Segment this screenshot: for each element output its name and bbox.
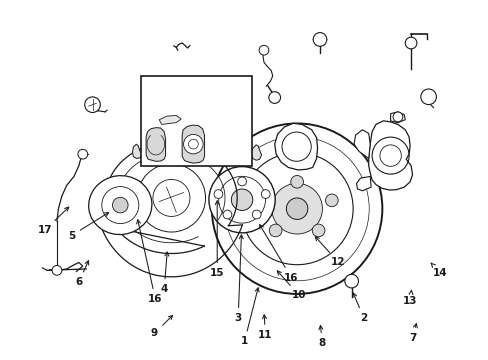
Text: 3: 3 [234,235,243,323]
Ellipse shape [88,176,152,235]
Circle shape [261,190,269,198]
Text: 10: 10 [277,271,305,301]
Polygon shape [356,176,370,191]
Polygon shape [182,125,204,163]
Polygon shape [353,130,369,158]
Circle shape [392,112,402,122]
Circle shape [84,97,100,112]
Circle shape [405,37,416,49]
Circle shape [269,224,282,237]
Text: 4: 4 [160,252,168,294]
Text: 6: 6 [75,261,88,287]
Text: 12: 12 [315,237,345,267]
Circle shape [183,134,203,154]
Circle shape [325,194,338,207]
Text: 11: 11 [258,315,272,340]
Circle shape [237,177,246,186]
Text: 1: 1 [241,288,259,346]
Text: 14: 14 [430,263,447,278]
Circle shape [259,45,268,55]
Text: 15: 15 [209,201,224,278]
Circle shape [211,123,382,294]
Circle shape [256,194,268,207]
Circle shape [231,189,252,211]
Text: 9: 9 [150,315,172,338]
Circle shape [312,33,326,46]
Circle shape [208,167,275,233]
Circle shape [78,149,87,159]
Text: 16: 16 [136,220,163,304]
Circle shape [52,265,61,275]
Polygon shape [390,112,405,123]
Polygon shape [368,121,412,190]
Circle shape [223,210,231,219]
FancyBboxPatch shape [141,76,252,166]
Text: 8: 8 [318,325,325,348]
Text: 13: 13 [402,290,417,306]
Polygon shape [251,145,261,160]
Circle shape [112,197,128,213]
Text: 16: 16 [259,225,298,283]
Text: 7: 7 [408,324,416,343]
Polygon shape [132,144,142,158]
Circle shape [252,210,261,219]
Text: 2: 2 [352,293,366,323]
Circle shape [290,175,303,188]
Circle shape [271,183,322,234]
Circle shape [312,224,324,237]
Text: 17: 17 [38,207,69,235]
Circle shape [344,274,358,288]
Text: 5: 5 [68,212,108,240]
Circle shape [214,190,223,198]
Polygon shape [274,123,317,170]
Circle shape [268,92,280,103]
Circle shape [286,198,307,219]
Polygon shape [159,116,181,125]
Polygon shape [146,128,165,161]
Circle shape [420,89,435,105]
